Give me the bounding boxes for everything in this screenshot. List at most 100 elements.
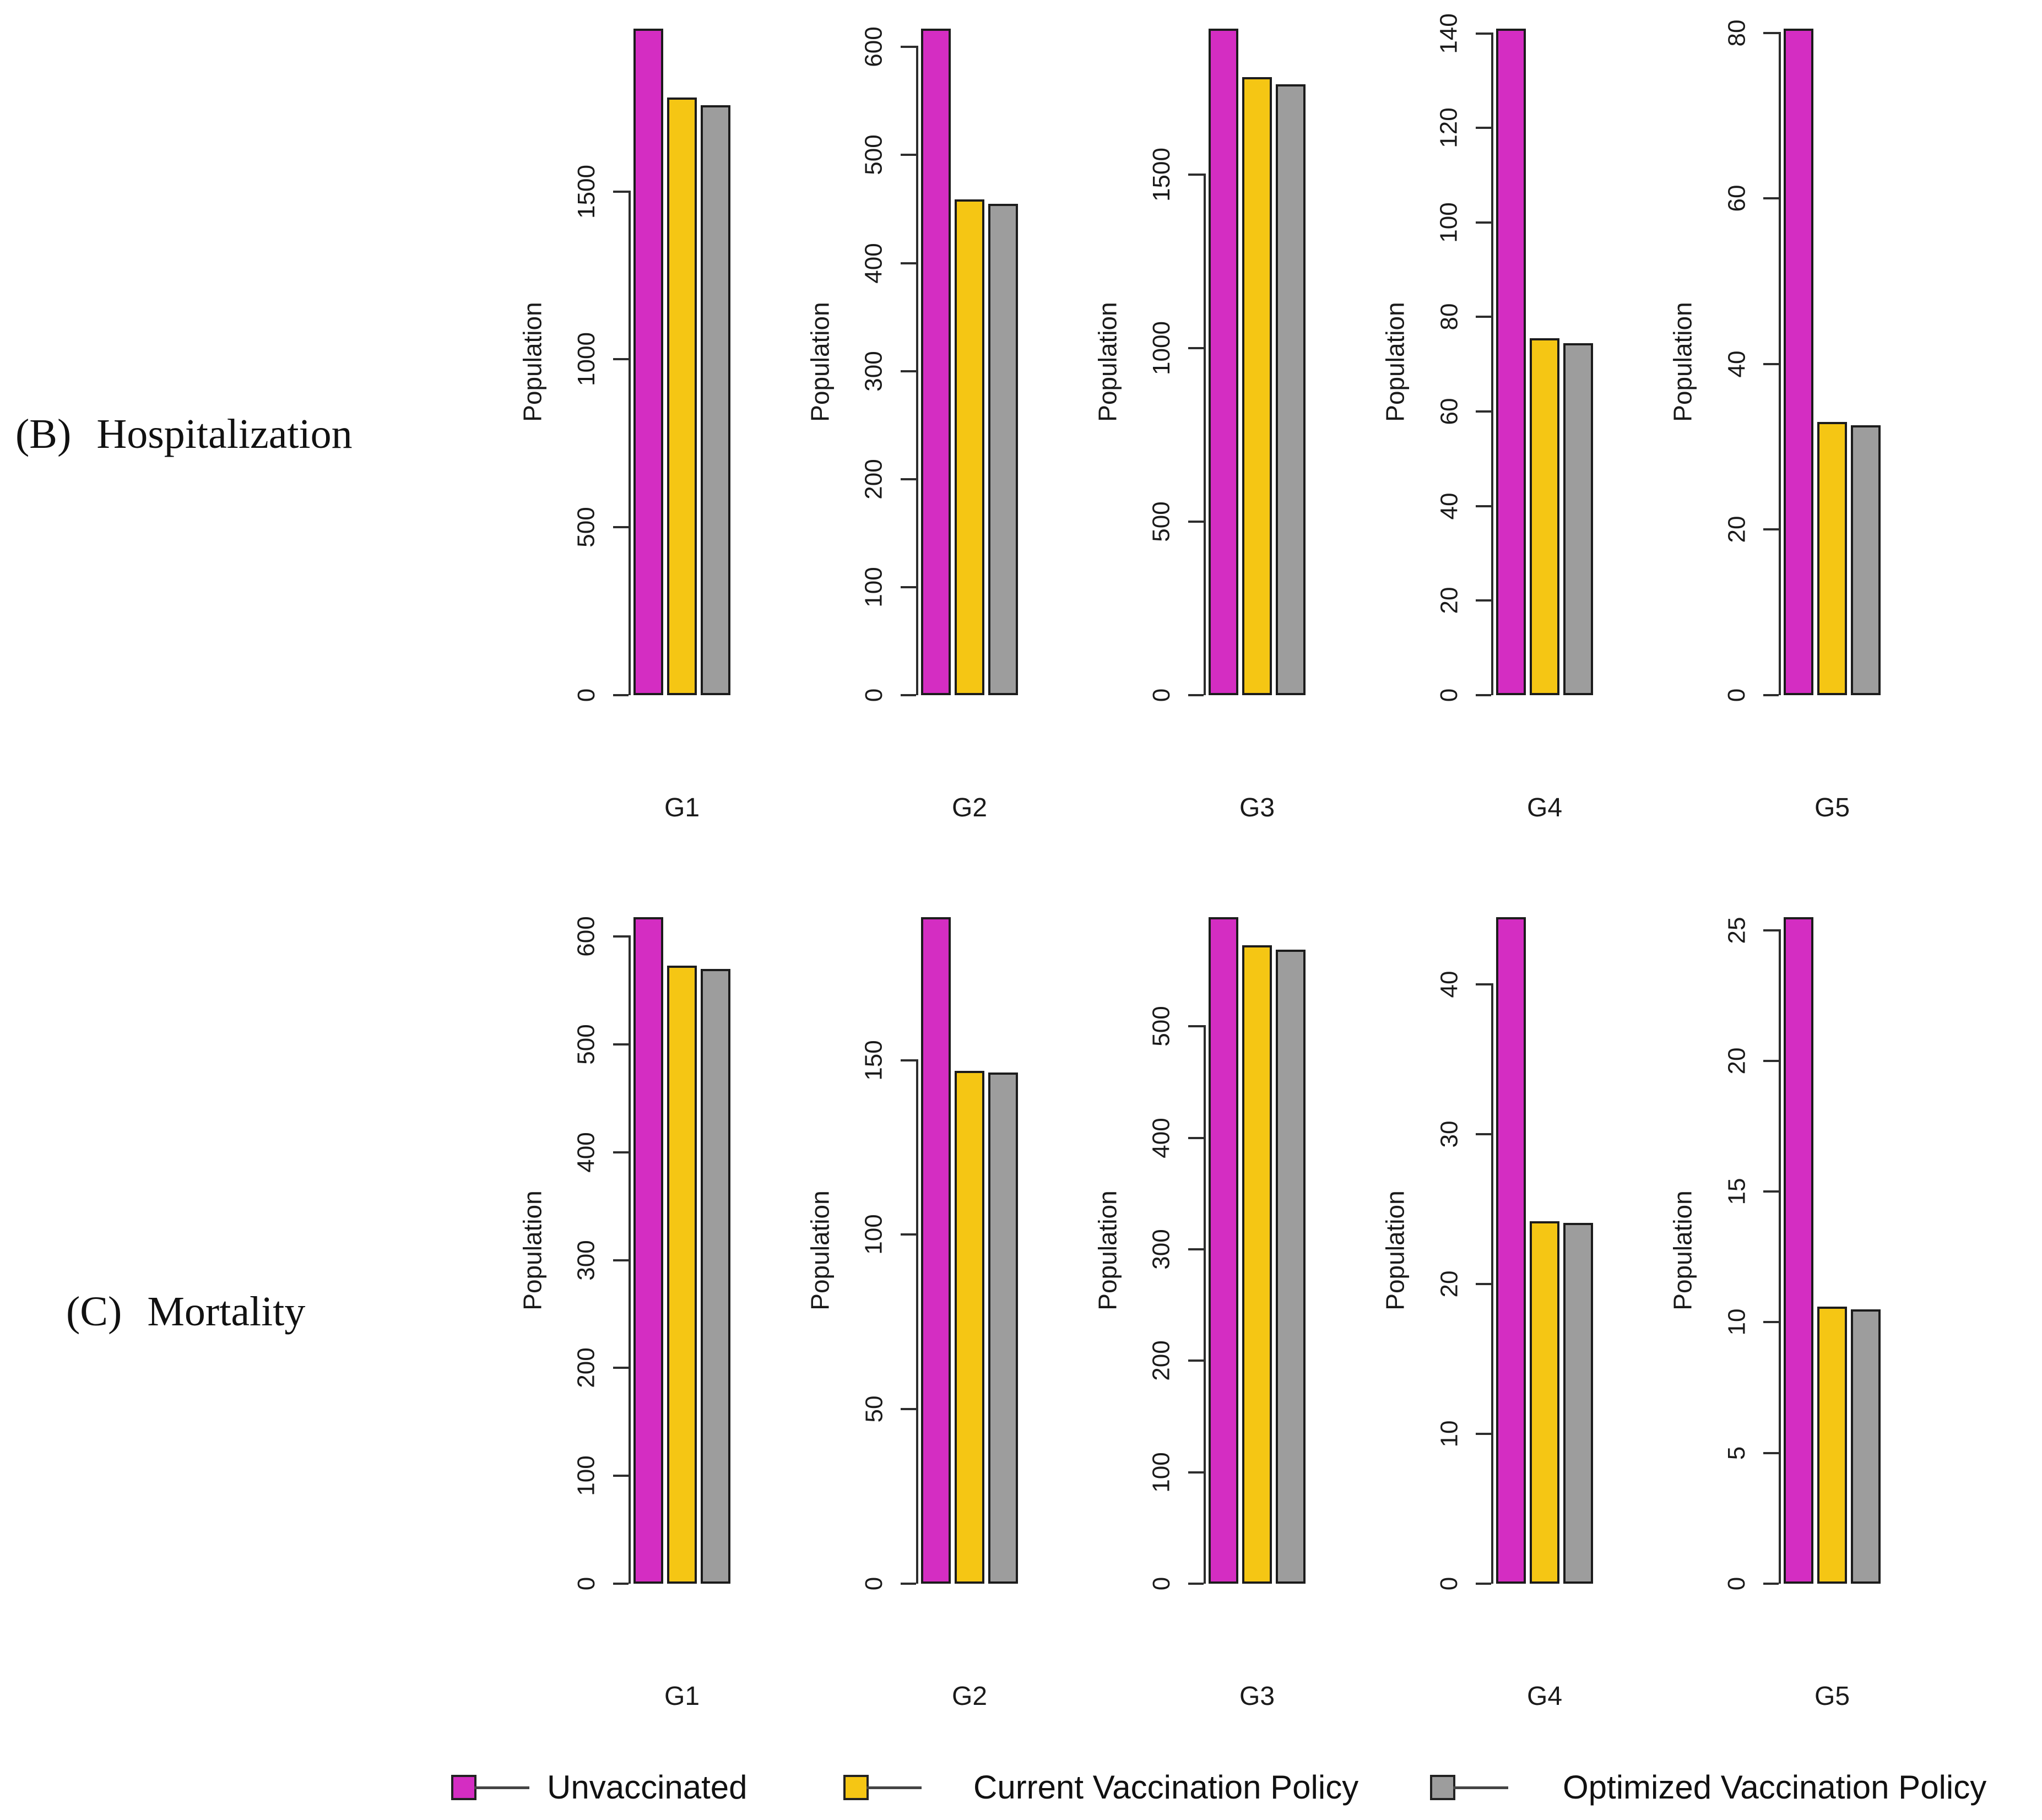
y-axis-tick-label-text: 500 bbox=[573, 507, 600, 548]
x-category-label: G4 bbox=[1526, 1682, 1563, 1711]
y-axis-tick-label-text: 5 bbox=[1723, 1446, 1750, 1460]
y-axis-tick bbox=[1763, 197, 1779, 199]
y-axis-line bbox=[1779, 929, 1781, 1584]
y-axis-tick-label-text: 300 bbox=[1148, 1229, 1176, 1270]
y-axis-line bbox=[1204, 1025, 1206, 1584]
y-axis-line bbox=[1204, 174, 1206, 695]
bar-current-vaccination-policy bbox=[955, 199, 984, 695]
y-axis-tick-label-text: 400 bbox=[860, 243, 888, 284]
y-axis-tick-label: 60 bbox=[1430, 323, 1469, 500]
y-axis-tick-label-text: 500 bbox=[1148, 1006, 1176, 1047]
y-axis-tick-label: 100 bbox=[855, 1146, 893, 1323]
y-axis-tick bbox=[1188, 521, 1204, 523]
y-axis-title: Population bbox=[801, 1058, 839, 1443]
y-axis-tick bbox=[1188, 1137, 1204, 1139]
y-axis-tick-label: 0 bbox=[855, 1496, 893, 1672]
y-axis-tick-label: 100 bbox=[855, 499, 893, 675]
legend-label: Optimized Vaccination Policy bbox=[1563, 1769, 1987, 1806]
x-category-label: G5 bbox=[1814, 793, 1850, 822]
y-axis-tick-label-text: 300 bbox=[573, 1240, 600, 1281]
y-axis-tick-label: 100 bbox=[567, 1388, 606, 1564]
bar-unvaccinated bbox=[1784, 29, 1813, 695]
y-axis-tick-label-text: 80 bbox=[1723, 19, 1750, 47]
y-axis-tick-label-text: 20 bbox=[1435, 587, 1463, 614]
x-category-label: G4 bbox=[1526, 793, 1563, 822]
bar-optimized-vaccination-policy bbox=[1563, 1223, 1593, 1584]
y-axis-title-text: Population bbox=[518, 302, 547, 422]
y-axis-tick-label: 25 bbox=[1718, 842, 1756, 1019]
y-axis-tick-label: 500 bbox=[567, 439, 606, 615]
y-axis-tick-label-text: 60 bbox=[1435, 398, 1463, 425]
y-axis-line bbox=[916, 1059, 918, 1584]
legend-label: Unvaccinated bbox=[547, 1769, 748, 1806]
y-axis-tick-label-text: 140 bbox=[1436, 13, 1463, 54]
y-axis-tick-label: 20 bbox=[1718, 973, 1756, 1149]
y-axis-tick-label: 40 bbox=[1430, 896, 1469, 1072]
y-axis-tick-label-text: 0 bbox=[1435, 688, 1463, 702]
y-axis-tick-label-text: 300 bbox=[860, 351, 888, 392]
y-axis-tick bbox=[1763, 1321, 1779, 1323]
y-axis-tick-label-text: 120 bbox=[1436, 107, 1463, 148]
y-axis-tick-label-text: 10 bbox=[1435, 1420, 1463, 1448]
x-category-label: G2 bbox=[951, 1682, 988, 1711]
y-axis-tick bbox=[901, 1408, 916, 1410]
panel-b-title-text: Hospitalization bbox=[96, 411, 353, 457]
y-axis-tick-label: 20 bbox=[1430, 512, 1469, 689]
y-axis-tick-label-text: 200 bbox=[1148, 1340, 1176, 1381]
y-axis-tick bbox=[1188, 1471, 1204, 1474]
bar-unvaccinated bbox=[1496, 917, 1526, 1584]
y-axis-tick-label-text: 1000 bbox=[573, 332, 600, 386]
bar-optimized-vaccination-policy bbox=[1851, 425, 1881, 695]
bar-unvaccinated bbox=[633, 917, 663, 1584]
bar-optimized-vaccination-policy bbox=[1276, 950, 1306, 1584]
y-axis-tick-label: 60 bbox=[1718, 110, 1756, 286]
bar-optimized-vaccination-policy bbox=[1276, 84, 1306, 695]
y-axis-tick bbox=[613, 1043, 629, 1046]
y-axis-tick-label-text: 100 bbox=[573, 1455, 600, 1496]
y-axis-tick bbox=[901, 1059, 916, 1061]
y-axis-tick-label-text: 0 bbox=[860, 1577, 887, 1591]
y-axis-tick-label-text: 500 bbox=[860, 134, 888, 175]
y-axis-title: Population bbox=[1088, 169, 1127, 555]
y-axis-tick bbox=[1188, 1359, 1204, 1362]
y-axis-tick bbox=[1763, 694, 1779, 696]
legend-swatch-unvaccinated bbox=[451, 1775, 476, 1800]
x-category-label: G2 bbox=[951, 793, 988, 822]
y-axis-tick-label: 120 bbox=[1430, 40, 1469, 216]
y-axis-tick-label: 1000 bbox=[1142, 260, 1181, 436]
y-axis-tick-label: 0 bbox=[1718, 1496, 1756, 1672]
y-axis-tick-label-text: 200 bbox=[860, 459, 888, 500]
y-axis-tick-label: 400 bbox=[855, 175, 893, 351]
y-axis-tick-label: 1500 bbox=[567, 104, 606, 280]
y-axis-tick bbox=[901, 586, 916, 588]
y-axis-tick bbox=[1476, 1133, 1491, 1135]
y-axis-tick bbox=[1763, 32, 1779, 34]
bar-current-vaccination-policy bbox=[1817, 1307, 1847, 1584]
y-axis-tick-label: 1500 bbox=[1142, 86, 1181, 263]
y-axis-tick bbox=[613, 1583, 629, 1585]
legend-label: Current Vaccination Policy bbox=[973, 1769, 1359, 1806]
y-axis-tick bbox=[1476, 127, 1491, 129]
y-axis-tick-label-text: 0 bbox=[1723, 1577, 1750, 1591]
bar-current-vaccination-policy bbox=[1242, 945, 1272, 1584]
y-axis-tick-label-text: 150 bbox=[860, 1040, 888, 1081]
y-axis-tick-label-text: 25 bbox=[1723, 917, 1750, 944]
y-axis-tick bbox=[1476, 410, 1491, 413]
y-axis-tick-label-text: 600 bbox=[860, 26, 888, 67]
legend-line bbox=[1453, 1786, 1508, 1789]
y-axis-tick bbox=[1763, 1452, 1779, 1454]
y-axis-tick-label: 80 bbox=[1430, 229, 1469, 405]
y-axis-tick-label: 0 bbox=[567, 1496, 606, 1672]
y-axis-tick-label-text: 1500 bbox=[573, 165, 600, 219]
y-axis-tick bbox=[1763, 929, 1779, 931]
y-axis-tick-label-text: 15 bbox=[1723, 1178, 1750, 1205]
y-axis-tick-label: 0 bbox=[855, 607, 893, 783]
y-axis-tick-label: 10 bbox=[1718, 1234, 1756, 1410]
y-axis-tick bbox=[613, 1475, 629, 1477]
bar-unvaccinated bbox=[1784, 917, 1813, 1584]
y-axis-title: Population bbox=[1088, 1058, 1127, 1443]
y-axis-tick bbox=[1188, 1248, 1204, 1250]
y-axis-tick bbox=[613, 1367, 629, 1369]
y-axis-tick-label-text: 100 bbox=[860, 567, 888, 608]
y-axis-tick bbox=[901, 262, 916, 264]
